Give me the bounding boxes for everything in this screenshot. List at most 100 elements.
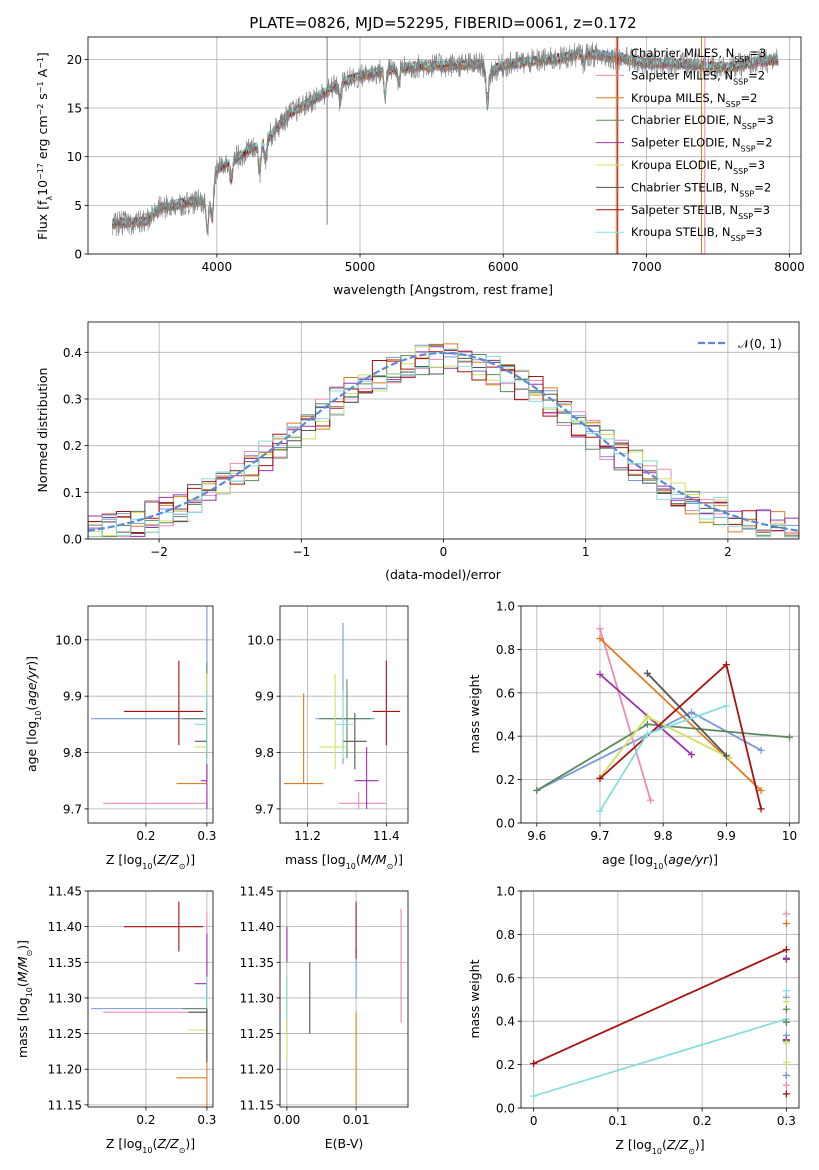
legend-entry: Kroupa STELIB, NSSP=3	[631, 225, 762, 243]
chart-title: PLATE=0826, MJD=52295, FIBERID=0061, z=0…	[249, 14, 636, 32]
label-part: (	[24, 706, 39, 711]
legend-entry: Kroupa ELODIE, NSSP=3	[631, 158, 765, 176]
label-part: Z/Z	[156, 1136, 179, 1151]
axes-age_vs_Z: 0.2 0.3 9.7 9.8 9.9 10.0	[55, 605, 216, 843]
normal-curve	[88, 351, 799, 532]
label-part: SSP	[738, 211, 753, 220]
x-tick-label: −1	[292, 545, 310, 559]
label-part: −1	[36, 81, 45, 93]
weight-line-salpeter_miles	[599, 628, 652, 801]
label-part: =3	[749, 46, 766, 60]
y-tick-label: 0.2	[496, 773, 515, 787]
label-part: SSP	[726, 99, 741, 108]
label-part: )]	[185, 1136, 195, 1151]
label-part: −17	[36, 163, 45, 180]
label-part: 10	[142, 1146, 152, 1155]
x-tick-label: 7000	[631, 260, 662, 274]
y-tick-label: 11.20	[240, 1063, 274, 1077]
weight-line-kroupa_elodie	[599, 715, 730, 778]
axes-frame	[87, 605, 214, 824]
x-tick-label: 0.2	[136, 829, 155, 843]
y-tick-label: 11.25	[48, 1027, 82, 1041]
label-part: λ	[45, 196, 54, 201]
y-tick-label: 11.15	[48, 1098, 82, 1112]
x-tick-label: 0.1	[608, 1114, 627, 1128]
label-part: (	[663, 852, 668, 867]
label-part: Kroupa STELIB, N	[631, 225, 731, 239]
label-part: Flux [f	[35, 200, 50, 240]
axes-age_vs_mass: 11.2 11.4 9.7 9.8 9.9 10.0	[247, 605, 409, 843]
label-part: Z [log	[615, 1137, 651, 1152]
label-part: ⊙	[179, 1146, 186, 1155]
x-tick-label: 0.3	[777, 1114, 796, 1128]
label-part: Chabrier MILES, N	[631, 46, 734, 60]
label-part: =3	[753, 203, 770, 217]
label-part: Kroupa MILES, N	[631, 91, 726, 105]
x-tick-label: 2	[724, 545, 732, 559]
label-part: (	[356, 852, 361, 867]
label-part: mass [log	[15, 997, 30, 1058]
x-tick-label: 0.2	[136, 1113, 155, 1127]
legend-entry: 𝒩(0, 1)	[738, 337, 782, 351]
y-axis-label: mass weight	[467, 674, 482, 753]
label-part: )]	[695, 1137, 705, 1152]
label-part: SSP	[741, 144, 756, 153]
label-part: (	[152, 1136, 157, 1151]
label-part: Salpeter ELODIE, N	[631, 136, 741, 150]
y-tick-label: 1.0	[496, 885, 515, 899]
x-tick-label: 0.3	[197, 829, 216, 843]
label-part: ⊙	[387, 862, 394, 871]
x-axis-label: Z [log10(Z/Z⊙)]	[106, 1136, 195, 1155]
label-part: )]	[185, 852, 195, 867]
x-tick-label: 4000	[202, 260, 233, 274]
y-tick-label: 11.25	[240, 1027, 274, 1041]
y-tick-label: 11.40	[48, 920, 82, 934]
x-tick-label: 9.6	[527, 829, 546, 843]
legend-entry: Chabrier ELODIE, NSSP=3	[631, 113, 774, 131]
weight-line-kroupa_miles	[599, 637, 762, 792]
y-tick-label: 0.0	[496, 817, 515, 831]
label-part: 10	[142, 862, 152, 871]
axes-weight_vs_age: 9.6 9.7 9.8 9.9 10 0.0 0.2 0.4 0.6 0.8 1.0	[496, 600, 800, 843]
legend-entry: Salpeter MILES, NSSP=2	[631, 68, 765, 86]
legend-entry: Chabrier MILES, NSSP=3	[631, 46, 766, 64]
y-tick-label: 0.1	[63, 486, 82, 500]
axes-mass_vs_ebv: 0.00 0.01 11.15 11.20 11.25 11.30 11.35 11.40 11…	[240, 885, 409, 1127]
grid	[88, 606, 213, 823]
label-part: s	[35, 93, 50, 104]
y-tick-label: 9.9	[255, 690, 274, 704]
label-part: Kroupa ELODIE, N	[631, 158, 733, 172]
label-part: SSP	[733, 77, 748, 86]
x-tick-label: 11.4	[373, 829, 400, 843]
y-tick-label: 0.8	[496, 643, 515, 657]
y-tick-label: 0.3	[63, 393, 82, 407]
label-part: 10	[25, 987, 34, 997]
label-part: =2	[754, 180, 771, 194]
plot-area	[91, 901, 208, 1107]
label-part: SSP	[734, 55, 749, 64]
label-part: age [log	[602, 852, 653, 867]
x-tick-label: 9.7	[590, 829, 609, 843]
label-part: SSP	[739, 189, 754, 198]
label-part: Salpeter STELIB, N	[631, 203, 738, 217]
y-tick-label: 0.0	[63, 533, 82, 547]
label-part: Chabrier ELODIE, N	[631, 113, 742, 127]
y-tick-label: 0.4	[496, 730, 515, 744]
label-part: E(B-V)	[325, 1136, 364, 1151]
label-part: ]	[35, 52, 50, 57]
label-part: age [log	[24, 721, 39, 772]
legend-entry: Salpeter STELIB, NSSP=3	[631, 203, 770, 221]
label-part: age/yr	[24, 665, 39, 706]
x-tick-label: 0	[440, 545, 448, 559]
y-tick-label: 0.8	[496, 928, 515, 942]
y-tick-label: 11.45	[240, 885, 274, 899]
label-part: (	[152, 852, 157, 867]
weight-line-salpeter_stelib	[533, 948, 787, 1065]
y-tick-label: 1.0	[496, 600, 515, 614]
label-part: )]	[24, 656, 39, 666]
label-part: SSP	[731, 234, 746, 243]
label-part: =2	[756, 136, 773, 150]
label-part: 10	[35, 180, 50, 196]
